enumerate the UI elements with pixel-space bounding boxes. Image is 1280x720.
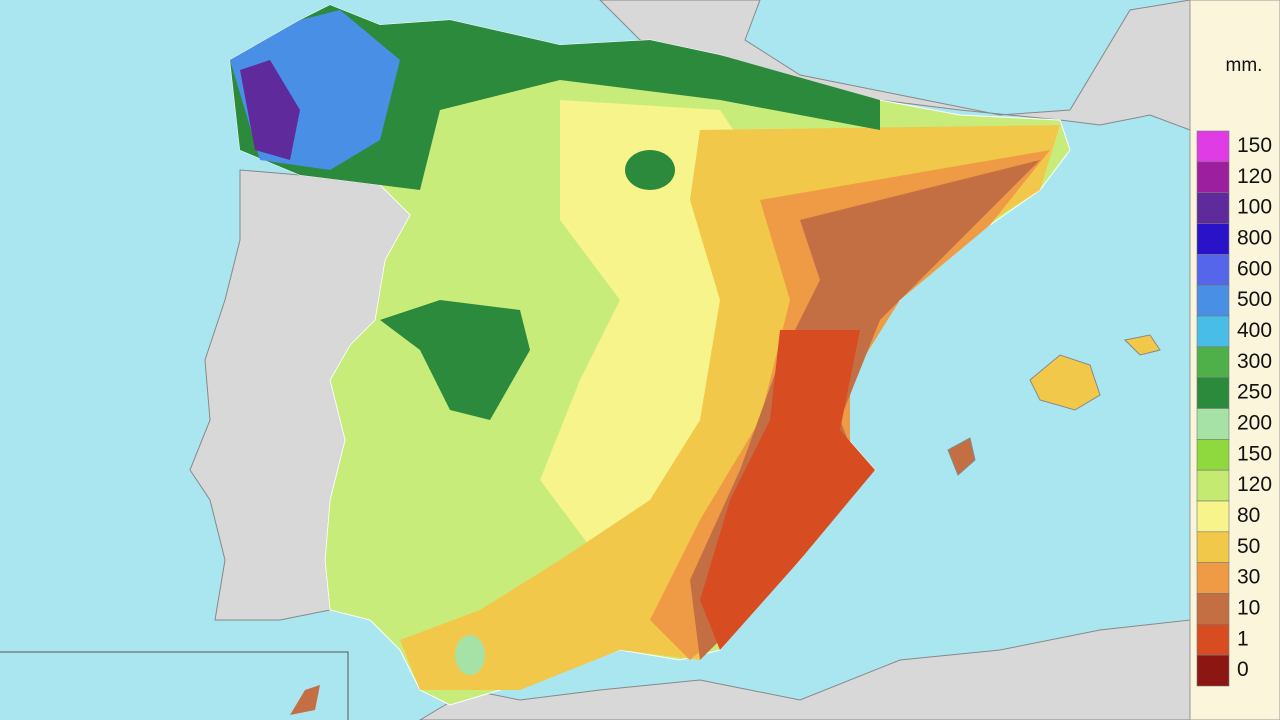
inset-frame bbox=[0, 651, 349, 720]
legend-label: 120 bbox=[1237, 165, 1272, 188]
legend-label: 0 bbox=[1237, 658, 1249, 681]
legend-label: 400 bbox=[1237, 319, 1272, 342]
legend-unit: mm. bbox=[1226, 55, 1263, 76]
legend-label: 50 bbox=[1237, 535, 1260, 558]
legend-label: 200 bbox=[1237, 411, 1272, 434]
canary-island bbox=[290, 685, 320, 715]
grazalema bbox=[455, 635, 485, 675]
driest-zone bbox=[700, 330, 875, 650]
legend-label: 300 bbox=[1237, 350, 1272, 373]
legend-label: 30 bbox=[1237, 566, 1260, 589]
legend-label: 800 bbox=[1237, 226, 1272, 249]
iberian-peaks bbox=[625, 150, 675, 190]
legend-label: 120 bbox=[1237, 473, 1272, 496]
legend-swatch bbox=[1196, 624, 1230, 656]
legend-swatch bbox=[1196, 654, 1230, 687]
legend: 1501201008006005004003002502001501208050… bbox=[1196, 130, 1272, 687]
legend-label: 150 bbox=[1237, 442, 1272, 465]
menorca bbox=[1123, 334, 1161, 356]
legend-label: 150 bbox=[1237, 134, 1272, 157]
legend-swatch bbox=[1196, 346, 1230, 378]
legend-swatch bbox=[1196, 408, 1230, 440]
legend-label: 100 bbox=[1237, 196, 1272, 219]
legend-swatch bbox=[1196, 593, 1230, 625]
legend-swatch bbox=[1196, 254, 1230, 286]
legend-label: 1 bbox=[1237, 627, 1249, 650]
legend-swatch bbox=[1196, 284, 1230, 317]
legend-swatch bbox=[1196, 161, 1230, 193]
central-system bbox=[380, 300, 530, 420]
legend-swatch bbox=[1196, 531, 1230, 563]
legend-swatch bbox=[1196, 377, 1230, 409]
legend-swatch bbox=[1196, 315, 1230, 348]
legend-label: 10 bbox=[1237, 596, 1260, 619]
legend-label: 80 bbox=[1237, 504, 1260, 527]
ibiza bbox=[947, 437, 976, 476]
legend-swatch bbox=[1196, 500, 1230, 533]
legend-swatch bbox=[1196, 223, 1230, 255]
wet-north bbox=[230, 5, 880, 190]
legend-swatch bbox=[1196, 439, 1230, 471]
legend-swatch bbox=[1196, 130, 1230, 163]
legend-label: 250 bbox=[1237, 381, 1272, 404]
legend-swatch bbox=[1196, 562, 1230, 594]
galicia-wettest bbox=[240, 60, 300, 160]
legend-swatch bbox=[1196, 469, 1230, 502]
legend-label: 500 bbox=[1237, 288, 1272, 311]
legend-label: 600 bbox=[1237, 257, 1272, 280]
legend-swatch bbox=[1196, 192, 1230, 224]
mallorca bbox=[1029, 354, 1101, 411]
